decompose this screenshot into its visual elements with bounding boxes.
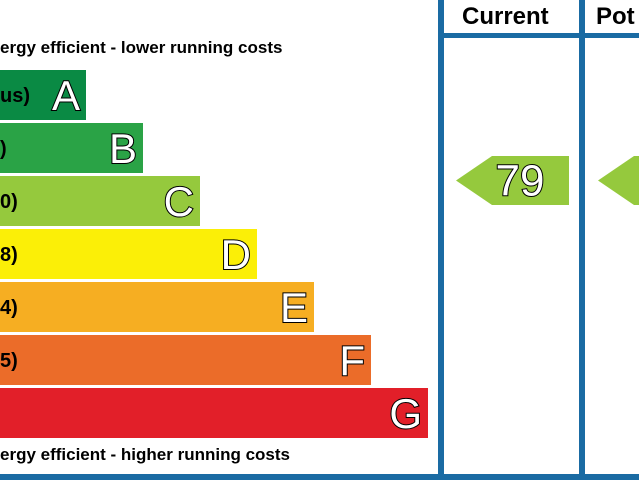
band-f-bar xyxy=(0,335,371,385)
current-rating-arrow xyxy=(456,156,569,205)
frame-bottom-border xyxy=(0,474,639,480)
top-caption: ergy efficient - lower running costs xyxy=(0,38,283,57)
band-c-range-label: 0) xyxy=(0,191,18,213)
band-g-letter: G xyxy=(389,390,422,437)
potential-rating-arrow xyxy=(598,156,639,205)
band-d-bar xyxy=(0,229,257,279)
header-rule xyxy=(438,33,639,38)
bottom-caption: ergy efficient - higher running costs xyxy=(0,445,290,464)
band-a-bar xyxy=(0,70,86,120)
band-e-letter: E xyxy=(280,284,308,331)
frame-middle-border xyxy=(579,0,585,480)
current-rating-value: 79 xyxy=(496,157,545,206)
band-f-range-label: 5) xyxy=(0,350,18,372)
band-d-range-label: 8) xyxy=(0,244,18,266)
band-b-bar xyxy=(0,123,143,173)
band-e-bar xyxy=(0,282,314,332)
band-b-letter: B xyxy=(109,125,137,172)
band-b-range-label: ) xyxy=(0,138,7,160)
current-column-header: Current xyxy=(462,3,549,30)
band-e-range-label: 4) xyxy=(0,297,18,319)
band-c-letter: C xyxy=(164,178,194,225)
frame-left-border xyxy=(438,0,444,480)
potential-column-header: Pot xyxy=(596,3,635,30)
band-c-bar xyxy=(0,176,200,226)
band-g-bar xyxy=(0,388,428,438)
band-f-letter: F xyxy=(339,337,365,384)
band-a-letter: A xyxy=(52,72,80,119)
band-d-letter: D xyxy=(221,231,251,278)
band-a-range-label: us) xyxy=(0,85,30,107)
